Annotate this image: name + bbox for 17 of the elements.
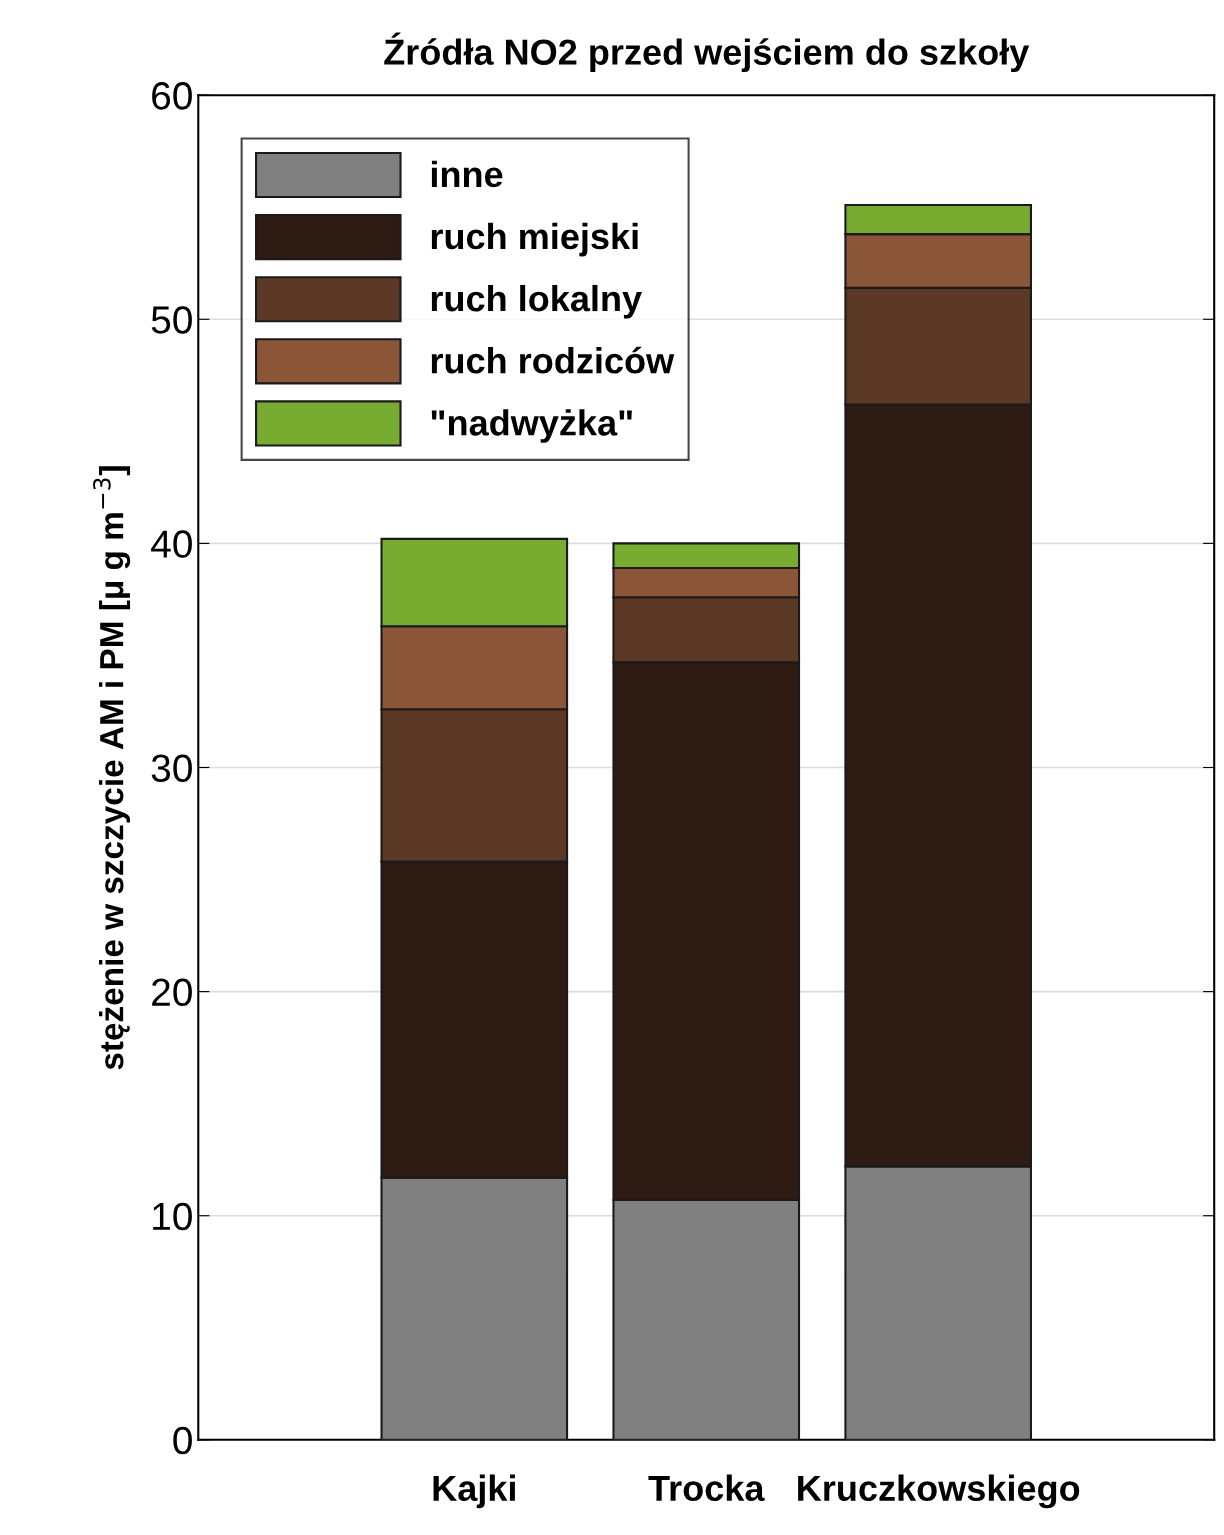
- legend-label: inne: [431, 160, 503, 188]
- y-tick-label: 0: [173, 1426, 192, 1455]
- y-tick-label: 40: [151, 530, 192, 558]
- y-axis-title: stężenie w szczycie AM i PM [μ g m$^{−3}$]: [93, 466, 131, 1070]
- chart-title: Źródła NO2 przed wejściem do szkoły: [384, 32, 1030, 73]
- legend-label: ruch miejski: [431, 222, 638, 257]
- y-tick-label: 10: [153, 1202, 192, 1231]
- x-tick-label: Kajki: [433, 1474, 515, 1509]
- y-tick-label: 50: [151, 306, 192, 334]
- y-tick-label: 60: [152, 82, 192, 110]
- x-tick-label: Kruczkowskiego: [798, 1474, 1080, 1509]
- y-tick-label: 20: [152, 978, 192, 1007]
- x-tick-label: Trocka: [648, 1474, 765, 1502]
- y-tick-label: 30: [151, 754, 192, 782]
- legend-label: ruch lokalny: [431, 284, 642, 319]
- legend-label: "nadwyżka": [431, 409, 632, 443]
- legend-label: ruch rodziców: [431, 346, 675, 374]
